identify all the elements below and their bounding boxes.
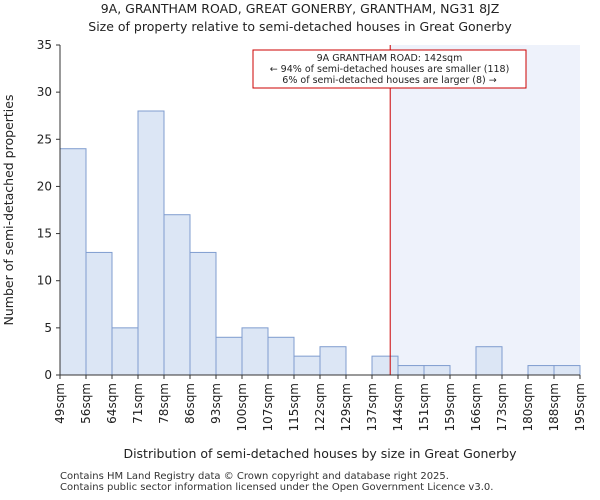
x-tick-label: 49sqm: [53, 383, 67, 424]
y-tick-label: 35: [37, 38, 52, 52]
histogram-bar-56sqm: [85, 251, 113, 376]
x-tick-label: 93sqm: [209, 383, 223, 424]
x-tick-label: 173sqm: [495, 383, 509, 431]
footer-line-2: Contains public sector information licen…: [60, 482, 494, 493]
annotation-smaller: ← 94% of semi-detached houses are smalle…: [270, 64, 510, 75]
y-axis-label: Number of semi-detached properties: [1, 95, 16, 326]
x-tick-label: 195sqm: [573, 383, 587, 431]
histogram-bar-151sqm: [423, 365, 451, 376]
y-tick-label: 30: [37, 85, 52, 99]
histogram-bar-180sqm: [527, 365, 555, 376]
x-tick-label: 86sqm: [183, 383, 197, 424]
x-tick-label: 166sqm: [469, 383, 483, 431]
histogram-bar-188sqm: [553, 365, 581, 376]
histogram-bar-78sqm: [163, 214, 191, 376]
x-tick-label: 107sqm: [261, 383, 275, 431]
x-tick-label: 64sqm: [105, 383, 119, 424]
annotation-larger: 6% of semi-detached houses are larger (8…: [282, 75, 496, 86]
chart-title-address: 9A, GRANTHAM ROAD, GREAT GONERBY, GRANTH…: [100, 1, 500, 16]
histogram-bar-166sqm: [475, 346, 503, 376]
histogram-bar-107sqm: [267, 336, 295, 376]
x-tick-label: 56sqm: [79, 383, 93, 424]
footer-attribution: Contains HM Land Registry data © Crown c…: [60, 471, 493, 493]
histogram-bar-144sqm: [397, 365, 425, 376]
annotation-border: [252, 49, 527, 89]
histogram-bar-137sqm: [371, 355, 399, 376]
histogram-bar-86sqm: [189, 251, 217, 376]
x-tick-label: 122sqm: [313, 383, 327, 431]
x-tick-label: 137sqm: [365, 383, 379, 431]
annotation-box: 9A GRANTHAM ROAD: 142sqm ← 94% of semi-d…: [252, 49, 527, 89]
x-tick-label: 159sqm: [443, 383, 457, 431]
histogram-bar-100sqm: [241, 327, 269, 376]
chart-title: Size of property relative to semi-detach…: [88, 19, 512, 34]
histogram-bar-49sqm: [59, 148, 87, 376]
x-tick-label: 78sqm: [157, 383, 171, 424]
histogram-bar-64sqm: [111, 327, 139, 376]
y-tick-label: 10: [37, 274, 52, 288]
footer-line-1: Contains HM Land Registry data © Crown c…: [60, 471, 449, 482]
x-tick-label: 144sqm: [391, 383, 405, 431]
y-tick-label: 0: [44, 368, 52, 382]
x-tick-label: 188sqm: [547, 383, 561, 431]
x-tick-label: 129sqm: [339, 383, 353, 431]
histogram-bar-71sqm: [137, 110, 165, 376]
x-tick-label: 151sqm: [417, 383, 431, 431]
histogram-bar-93sqm: [215, 336, 243, 376]
y-tick-label: 25: [37, 132, 52, 146]
annotation-title: 9A GRANTHAM ROAD: 142sqm: [317, 53, 463, 64]
x-tick-label: 180sqm: [521, 383, 535, 431]
y-tick-label: 20: [37, 179, 52, 193]
histogram-chart: 0 5 10 15 20 25 30 35 49sqm 56sqm 64sqm 71sqm 78sqm…: [1, 38, 587, 461]
y-tick-label: 5: [44, 321, 52, 335]
larger-properties-highlight: [390, 45, 580, 375]
x-tick-label: 115sqm: [287, 383, 301, 431]
x-axis-label: Distribution of semi-detached houses by …: [123, 446, 517, 461]
x-tick-label: 71sqm: [131, 383, 145, 424]
histogram-bar-122sqm: [319, 346, 347, 376]
y-tick-label: 15: [37, 227, 52, 241]
histogram-bar-115sqm: [293, 355, 321, 376]
x-tick-label: 100sqm: [235, 383, 249, 431]
